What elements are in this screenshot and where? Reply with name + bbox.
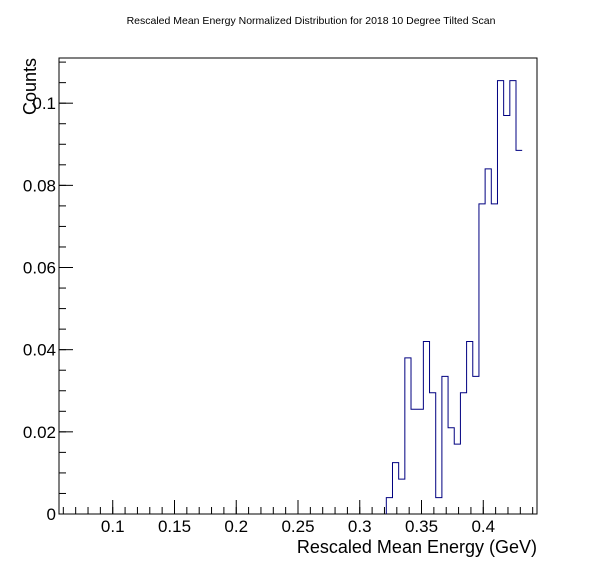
x-tick-label: 0.4: [471, 517, 495, 536]
plot-frame: [58, 57, 538, 515]
x-tick-label: 0.3: [348, 517, 372, 536]
y-axis-ticks: 0 0.02 0.04 0.06 0.08 0.1: [23, 94, 73, 524]
y-tick-label: 0.06: [23, 259, 56, 278]
x-axis-ticks: 0.1 0.15 0.2 0.25 0.3 0.35 0.4: [101, 500, 495, 536]
chart-title: Rescaled Mean Energy Normalized Distribu…: [127, 15, 496, 27]
x-tick-label: 0.25: [281, 517, 314, 536]
plot-area: 0.1 0.15 0.2 0.25 0.3 0.35 0.4 0 0.02 0.04 0.06 0.…: [23, 57, 538, 536]
y-tick-label: 0.1: [32, 94, 56, 113]
y-tick-label: 0: [47, 505, 56, 524]
x-tick-label: 0.15: [158, 517, 191, 536]
x-tick-label: 0.35: [405, 517, 438, 536]
histogram-series-line: [385, 80, 523, 514]
x-tick-label: 0.2: [224, 517, 248, 536]
x-axis-title: Rescaled Mean Energy (GeV): [297, 537, 537, 557]
y-tick-label: 0.04: [23, 341, 56, 360]
y-minor-ticks: [59, 61, 66, 515]
y-tick-label: 0.08: [23, 176, 56, 195]
x-tick-label: 0.1: [101, 517, 125, 536]
y-tick-label: 0.02: [23, 423, 56, 442]
y-axis-title: Counts: [20, 58, 40, 115]
